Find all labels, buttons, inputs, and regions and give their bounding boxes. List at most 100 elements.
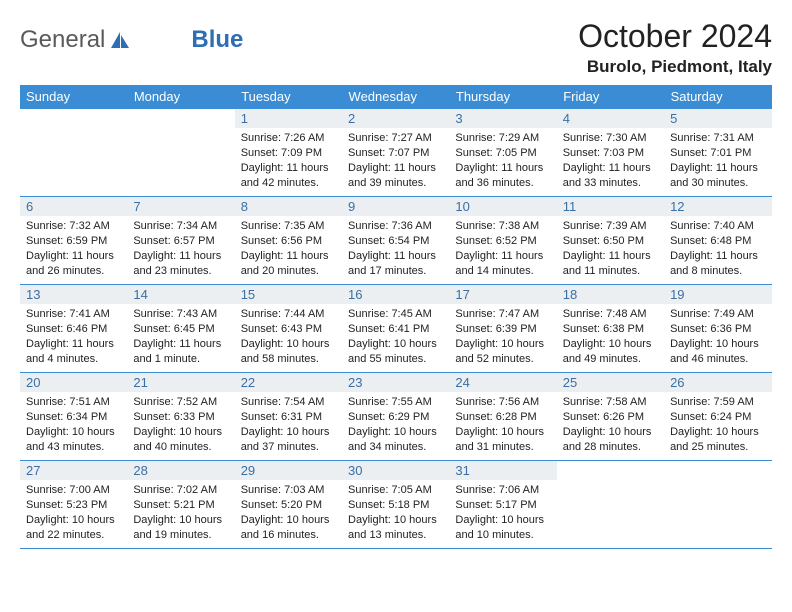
- day-number: 19: [664, 285, 771, 304]
- day-details: Sunrise: 7:30 AMSunset: 7:03 PMDaylight:…: [557, 128, 664, 194]
- calendar-day-cell: 7Sunrise: 7:34 AMSunset: 6:57 PMDaylight…: [127, 197, 234, 285]
- logo-text-gray: General: [20, 26, 105, 54]
- day-number: 17: [449, 285, 556, 304]
- calendar-day-cell: [557, 461, 664, 549]
- day-details: Sunrise: 7:38 AMSunset: 6:52 PMDaylight:…: [449, 216, 556, 282]
- calendar-day-cell: 9Sunrise: 7:36 AMSunset: 6:54 PMDaylight…: [342, 197, 449, 285]
- calendar-day-cell: 5Sunrise: 7:31 AMSunset: 7:01 PMDaylight…: [664, 109, 771, 197]
- day-number: 14: [127, 285, 234, 304]
- calendar-day-cell: 8Sunrise: 7:35 AMSunset: 6:56 PMDaylight…: [235, 197, 342, 285]
- day-details: Sunrise: 7:58 AMSunset: 6:26 PMDaylight:…: [557, 392, 664, 458]
- day-details: Sunrise: 7:32 AMSunset: 6:59 PMDaylight:…: [20, 216, 127, 282]
- day-details: Sunrise: 7:59 AMSunset: 6:24 PMDaylight:…: [664, 392, 771, 458]
- calendar-day-cell: 21Sunrise: 7:52 AMSunset: 6:33 PMDayligh…: [127, 373, 234, 461]
- calendar-week-row: 6Sunrise: 7:32 AMSunset: 6:59 PMDaylight…: [20, 197, 772, 285]
- day-number: 4: [557, 109, 664, 128]
- calendar-day-cell: 10Sunrise: 7:38 AMSunset: 6:52 PMDayligh…: [449, 197, 556, 285]
- calendar-day-cell: 2Sunrise: 7:27 AMSunset: 7:07 PMDaylight…: [342, 109, 449, 197]
- day-details: Sunrise: 7:35 AMSunset: 6:56 PMDaylight:…: [235, 216, 342, 282]
- day-details: Sunrise: 7:48 AMSunset: 6:38 PMDaylight:…: [557, 304, 664, 370]
- day-details: Sunrise: 7:00 AMSunset: 5:23 PMDaylight:…: [20, 480, 127, 546]
- weekday-header-row: SundayMondayTuesdayWednesdayThursdayFrid…: [20, 85, 772, 109]
- day-number: 24: [449, 373, 556, 392]
- weekday-header: Wednesday: [342, 85, 449, 109]
- calendar-day-cell: 13Sunrise: 7:41 AMSunset: 6:46 PMDayligh…: [20, 285, 127, 373]
- calendar-day-cell: [20, 109, 127, 197]
- day-number: 2: [342, 109, 449, 128]
- calendar-week-row: 20Sunrise: 7:51 AMSunset: 6:34 PMDayligh…: [20, 373, 772, 461]
- day-details: Sunrise: 7:31 AMSunset: 7:01 PMDaylight:…: [664, 128, 771, 194]
- weekday-header: Saturday: [664, 85, 771, 109]
- calendar-week-row: 27Sunrise: 7:00 AMSunset: 5:23 PMDayligh…: [20, 461, 772, 549]
- day-details: Sunrise: 7:41 AMSunset: 6:46 PMDaylight:…: [20, 304, 127, 370]
- day-number: 7: [127, 197, 234, 216]
- page-header: General Blue October 2024 Burolo, Piedmo…: [20, 18, 772, 77]
- day-number: 22: [235, 373, 342, 392]
- calendar-day-cell: 27Sunrise: 7:00 AMSunset: 5:23 PMDayligh…: [20, 461, 127, 549]
- calendar-day-cell: 16Sunrise: 7:45 AMSunset: 6:41 PMDayligh…: [342, 285, 449, 373]
- day-number: 15: [235, 285, 342, 304]
- day-details: Sunrise: 7:06 AMSunset: 5:17 PMDaylight:…: [449, 480, 556, 546]
- calendar-day-cell: 15Sunrise: 7:44 AMSunset: 6:43 PMDayligh…: [235, 285, 342, 373]
- calendar-day-cell: 6Sunrise: 7:32 AMSunset: 6:59 PMDaylight…: [20, 197, 127, 285]
- day-number: 27: [20, 461, 127, 480]
- calendar-day-cell: 19Sunrise: 7:49 AMSunset: 6:36 PMDayligh…: [664, 285, 771, 373]
- day-number: 26: [664, 373, 771, 392]
- day-details: Sunrise: 7:56 AMSunset: 6:28 PMDaylight:…: [449, 392, 556, 458]
- day-number: 3: [449, 109, 556, 128]
- day-details: Sunrise: 7:55 AMSunset: 6:29 PMDaylight:…: [342, 392, 449, 458]
- calendar-day-cell: 29Sunrise: 7:03 AMSunset: 5:20 PMDayligh…: [235, 461, 342, 549]
- logo-text-blue: Blue: [191, 26, 243, 54]
- day-number: 23: [342, 373, 449, 392]
- day-details: Sunrise: 7:52 AMSunset: 6:33 PMDaylight:…: [127, 392, 234, 458]
- calendar-day-cell: 3Sunrise: 7:29 AMSunset: 7:05 PMDaylight…: [449, 109, 556, 197]
- calendar-day-cell: 20Sunrise: 7:51 AMSunset: 6:34 PMDayligh…: [20, 373, 127, 461]
- day-details: Sunrise: 7:47 AMSunset: 6:39 PMDaylight:…: [449, 304, 556, 370]
- day-details: Sunrise: 7:03 AMSunset: 5:20 PMDaylight:…: [235, 480, 342, 546]
- day-details: Sunrise: 7:40 AMSunset: 6:48 PMDaylight:…: [664, 216, 771, 282]
- day-number: 13: [20, 285, 127, 304]
- weekday-header: Tuesday: [235, 85, 342, 109]
- day-details: Sunrise: 7:44 AMSunset: 6:43 PMDaylight:…: [235, 304, 342, 370]
- day-details: Sunrise: 7:51 AMSunset: 6:34 PMDaylight:…: [20, 392, 127, 458]
- calendar-day-cell: 24Sunrise: 7:56 AMSunset: 6:28 PMDayligh…: [449, 373, 556, 461]
- day-number: 12: [664, 197, 771, 216]
- day-details: Sunrise: 7:34 AMSunset: 6:57 PMDaylight:…: [127, 216, 234, 282]
- sail-icon: [109, 30, 131, 50]
- day-details: Sunrise: 7:39 AMSunset: 6:50 PMDaylight:…: [557, 216, 664, 282]
- calendar-day-cell: 14Sunrise: 7:43 AMSunset: 6:45 PMDayligh…: [127, 285, 234, 373]
- day-details: Sunrise: 7:49 AMSunset: 6:36 PMDaylight:…: [664, 304, 771, 370]
- calendar-day-cell: 26Sunrise: 7:59 AMSunset: 6:24 PMDayligh…: [664, 373, 771, 461]
- day-number: 30: [342, 461, 449, 480]
- calendar-week-row: 1Sunrise: 7:26 AMSunset: 7:09 PMDaylight…: [20, 109, 772, 197]
- calendar-day-cell: 28Sunrise: 7:02 AMSunset: 5:21 PMDayligh…: [127, 461, 234, 549]
- calendar-day-cell: 23Sunrise: 7:55 AMSunset: 6:29 PMDayligh…: [342, 373, 449, 461]
- day-number: 5: [664, 109, 771, 128]
- day-number: 28: [127, 461, 234, 480]
- weekday-header: Friday: [557, 85, 664, 109]
- calendar-day-cell: 30Sunrise: 7:05 AMSunset: 5:18 PMDayligh…: [342, 461, 449, 549]
- day-number: 9: [342, 197, 449, 216]
- calendar-body: 1Sunrise: 7:26 AMSunset: 7:09 PMDaylight…: [20, 109, 772, 549]
- day-number: 21: [127, 373, 234, 392]
- day-details: Sunrise: 7:43 AMSunset: 6:45 PMDaylight:…: [127, 304, 234, 370]
- calendar-day-cell: 18Sunrise: 7:48 AMSunset: 6:38 PMDayligh…: [557, 285, 664, 373]
- weekday-header: Sunday: [20, 85, 127, 109]
- calendar-day-cell: [664, 461, 771, 549]
- day-number: 10: [449, 197, 556, 216]
- day-details: Sunrise: 7:36 AMSunset: 6:54 PMDaylight:…: [342, 216, 449, 282]
- calendar-day-cell: 12Sunrise: 7:40 AMSunset: 6:48 PMDayligh…: [664, 197, 771, 285]
- weekday-header: Monday: [127, 85, 234, 109]
- location-label: Burolo, Piedmont, Italy: [578, 57, 772, 77]
- day-number: 1: [235, 109, 342, 128]
- calendar-week-row: 13Sunrise: 7:41 AMSunset: 6:46 PMDayligh…: [20, 285, 772, 373]
- day-details: Sunrise: 7:29 AMSunset: 7:05 PMDaylight:…: [449, 128, 556, 194]
- calendar-day-cell: 31Sunrise: 7:06 AMSunset: 5:17 PMDayligh…: [449, 461, 556, 549]
- calendar-day-cell: 11Sunrise: 7:39 AMSunset: 6:50 PMDayligh…: [557, 197, 664, 285]
- logo: General Blue: [20, 18, 243, 54]
- day-number: 18: [557, 285, 664, 304]
- month-title: October 2024: [578, 18, 772, 55]
- calendar-day-cell: 22Sunrise: 7:54 AMSunset: 6:31 PMDayligh…: [235, 373, 342, 461]
- day-details: Sunrise: 7:45 AMSunset: 6:41 PMDaylight:…: [342, 304, 449, 370]
- day-number: 31: [449, 461, 556, 480]
